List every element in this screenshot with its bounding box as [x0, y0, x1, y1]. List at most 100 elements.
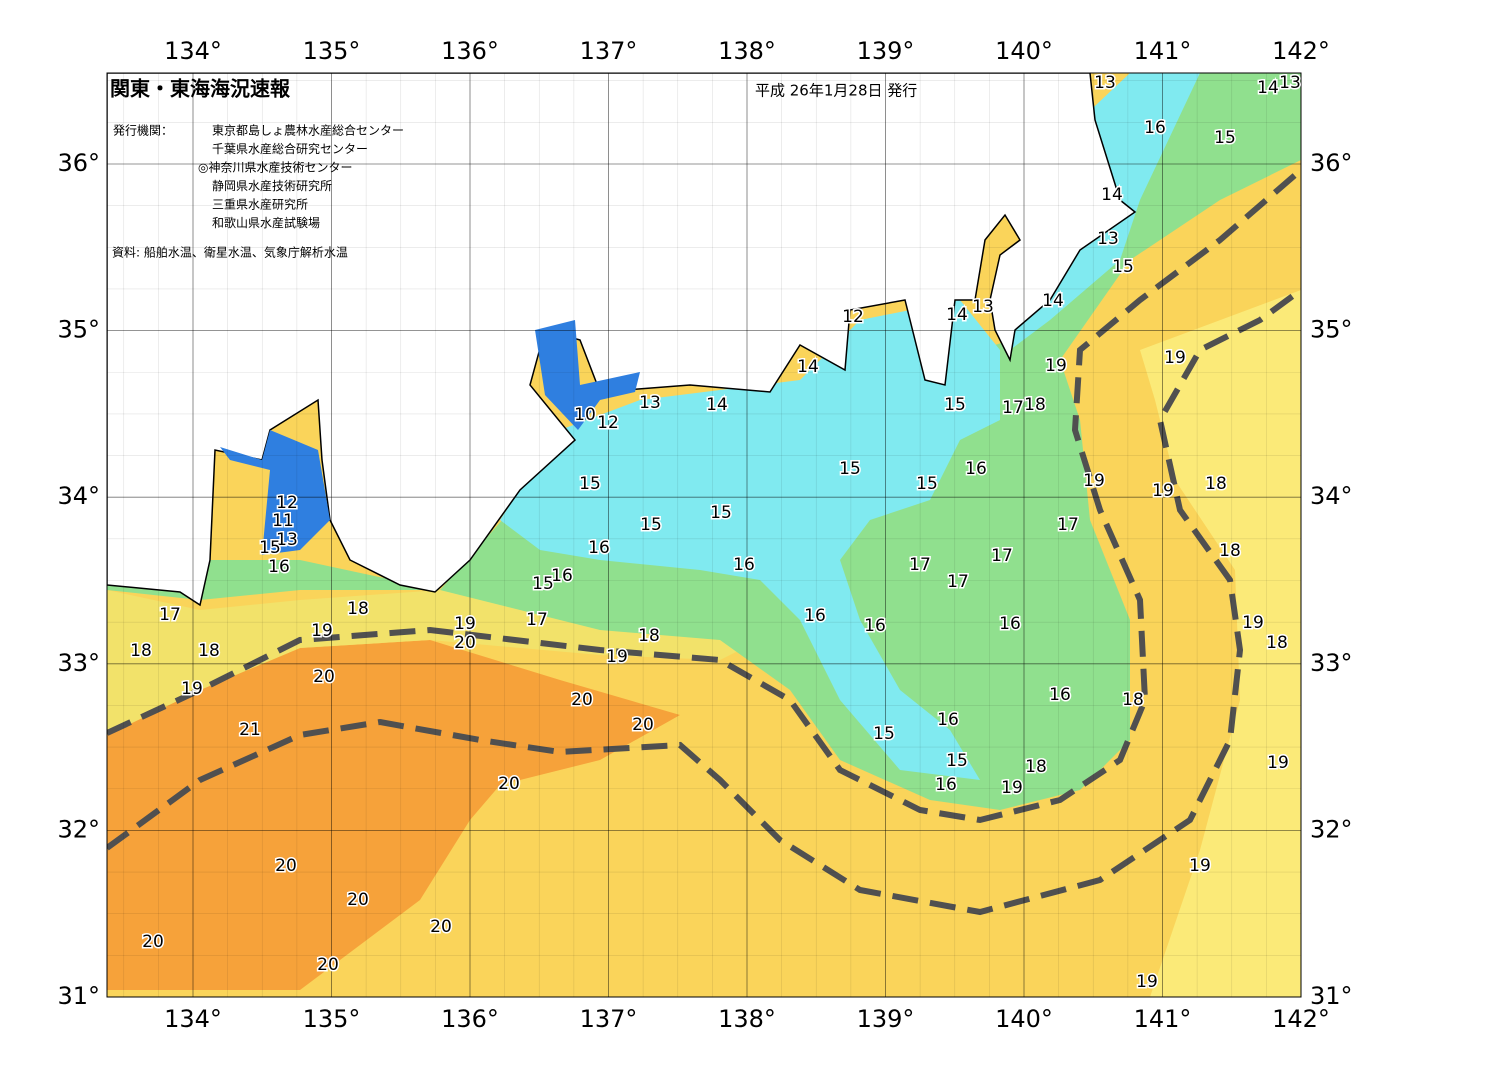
- contour-label: 15: [944, 395, 966, 415]
- lat-label: 32°: [57, 815, 100, 843]
- contour-label: 18: [130, 641, 152, 661]
- contour-label: 15: [839, 459, 861, 479]
- contour-label: 20: [632, 715, 654, 735]
- contour-label: 12: [842, 307, 864, 327]
- lon-label: 140°: [995, 1005, 1053, 1033]
- lat-label: 31°: [57, 982, 100, 1010]
- lon-label: 142°: [1272, 37, 1330, 65]
- lon-label: 139°: [857, 1005, 915, 1033]
- lat-label: 32°: [1310, 815, 1353, 843]
- contour-label: 20: [275, 856, 297, 876]
- zone-20: [107, 640, 680, 990]
- contour-label: 12: [597, 413, 619, 433]
- agency: 静岡県水産技術研究所: [212, 178, 332, 193]
- ise-bay: [535, 320, 640, 430]
- contour-label: 13: [1097, 229, 1119, 249]
- zone-19: [1140, 290, 1301, 997]
- contour-label: 13: [1094, 73, 1116, 93]
- contour-label: 15: [259, 538, 281, 558]
- contour-label: 17: [1002, 398, 1024, 418]
- agency-label: 発行機関：: [113, 123, 173, 138]
- lon-label: 141°: [1134, 37, 1192, 65]
- contour-label: 21: [239, 720, 261, 740]
- contour-label: 16: [804, 606, 826, 626]
- contour-label: 18: [347, 599, 369, 619]
- lon-label: 138°: [718, 37, 776, 65]
- contour-label: 20: [430, 917, 452, 937]
- land: [107, 73, 1137, 607]
- contour-label: 16: [268, 557, 290, 577]
- contour-label: 14: [946, 305, 968, 325]
- contour-label: 16: [1049, 685, 1071, 705]
- contour-label: 19: [1267, 753, 1289, 773]
- contour-label: 19: [1152, 481, 1174, 501]
- grid: [107, 73, 1301, 997]
- contour-label: 15: [640, 515, 662, 535]
- contour-label: 13: [276, 530, 298, 550]
- contour-label: 16: [1144, 118, 1166, 138]
- contour-label: 17: [947, 572, 969, 592]
- contour-label: 14: [1042, 291, 1064, 311]
- contour-label: 18: [1219, 541, 1241, 561]
- lat-label: 36°: [57, 149, 100, 177]
- contour-label: 20: [347, 890, 369, 910]
- lat-label: 35°: [1310, 316, 1353, 344]
- contour-label: 16: [965, 459, 987, 479]
- contour-label: 19: [1045, 356, 1067, 376]
- agency: 千葉県水産総合研究センター: [212, 141, 368, 156]
- contour-label: 19: [1001, 778, 1023, 798]
- contour-label: 18: [638, 626, 660, 646]
- contour-label: 18: [198, 641, 220, 661]
- contour-label: 20: [142, 932, 164, 952]
- contour-label: 18: [1205, 474, 1227, 494]
- lon-label: 139°: [857, 37, 915, 65]
- lon-label: 135°: [303, 37, 361, 65]
- contour-label: 19: [1164, 348, 1186, 368]
- contour-label: 18: [1024, 395, 1046, 415]
- zone-15: [500, 300, 1000, 780]
- agency: 和歌山県水産試験場: [212, 215, 320, 230]
- lat-label: 34°: [1310, 482, 1353, 510]
- map-frame: [106, 72, 1302, 998]
- contour-label: 16: [937, 710, 959, 730]
- contour-label: 18: [1122, 690, 1144, 710]
- contour-label: 16: [551, 566, 573, 586]
- contour-label: 20: [313, 667, 335, 687]
- lon-label: 134°: [164, 1005, 222, 1033]
- lat-label: 36°: [1310, 149, 1353, 177]
- contour-label: 18: [1266, 633, 1288, 653]
- contour-label: 16: [864, 616, 886, 636]
- agency: ◎神奈川県水産技術センター: [198, 160, 352, 175]
- contour-label: 16: [999, 614, 1021, 634]
- contour-label: 17: [1057, 515, 1079, 535]
- contour-label: 20: [571, 690, 593, 710]
- agency: 三重県水産研究所: [212, 197, 308, 212]
- contour-label: 15: [946, 751, 968, 771]
- contour-label: 15: [532, 574, 554, 594]
- lon-label: 137°: [580, 37, 638, 65]
- contour-label: 11: [272, 511, 294, 531]
- lon-label: 135°: [303, 1005, 361, 1033]
- contour-label: 14: [1101, 185, 1123, 205]
- source: 資料: 船舶水温、衛星水温、気象庁解析水温: [112, 245, 348, 260]
- contour-label: 20: [454, 633, 476, 653]
- agency: 東京都島しょ農林水産総合センター: [212, 123, 404, 138]
- contour-label: 17: [526, 610, 548, 630]
- lon-label: 141°: [1134, 1005, 1192, 1033]
- lat-label: 33°: [1310, 649, 1353, 677]
- lon-label: 136°: [441, 37, 499, 65]
- contour-label: 15: [1214, 128, 1236, 148]
- map-area: [107, 73, 1301, 997]
- contour-label: 17: [991, 546, 1013, 566]
- contour-label: 19: [454, 614, 476, 634]
- zone-16: [107, 73, 1301, 810]
- contour-label: 14: [706, 395, 728, 415]
- contour-label: 20: [317, 955, 339, 975]
- lon-label: 137°: [580, 1005, 638, 1033]
- contour-label: 13: [972, 297, 994, 317]
- contour-label: 10: [574, 405, 596, 425]
- lon-label: 138°: [718, 1005, 776, 1033]
